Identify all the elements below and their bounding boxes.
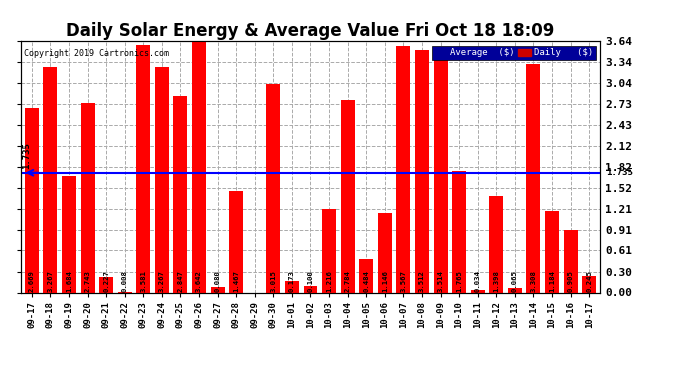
Text: 3.512: 3.512 xyxy=(419,270,425,292)
Text: 3.567: 3.567 xyxy=(400,270,406,292)
Text: 1.184: 1.184 xyxy=(549,270,555,292)
Bar xyxy=(359,259,373,292)
Bar xyxy=(25,108,39,292)
Text: 3.581: 3.581 xyxy=(140,270,146,292)
Text: 3.642: 3.642 xyxy=(196,270,202,292)
Text: 1.216: 1.216 xyxy=(326,270,332,292)
Bar xyxy=(285,280,299,292)
Text: 1.684: 1.684 xyxy=(66,270,72,292)
Bar xyxy=(229,191,243,292)
Title: Daily Solar Energy & Average Value Fri Oct 18 18:09: Daily Solar Energy & Average Value Fri O… xyxy=(66,22,555,40)
Text: 0.008: 0.008 xyxy=(121,270,128,292)
Bar xyxy=(322,209,336,292)
Text: 3.267: 3.267 xyxy=(159,270,165,292)
Text: 1.735: 1.735 xyxy=(606,168,633,177)
Bar xyxy=(582,276,596,292)
Text: 0.173: 0.173 xyxy=(289,270,295,292)
Bar xyxy=(397,46,411,292)
Text: 3.015: 3.015 xyxy=(270,270,277,292)
Bar xyxy=(341,100,355,292)
Bar xyxy=(173,96,188,292)
Bar xyxy=(471,290,484,292)
Bar xyxy=(81,103,95,292)
Text: 0.100: 0.100 xyxy=(308,270,313,292)
Text: 1.765: 1.765 xyxy=(456,270,462,292)
Text: 2.847: 2.847 xyxy=(177,270,184,292)
Text: 2.743: 2.743 xyxy=(85,270,90,292)
Text: 0.484: 0.484 xyxy=(363,270,369,292)
Text: 0.227: 0.227 xyxy=(103,270,109,292)
Text: 3.267: 3.267 xyxy=(48,270,53,292)
Bar xyxy=(304,286,317,292)
Text: 0.905: 0.905 xyxy=(568,270,573,292)
Bar xyxy=(210,287,224,292)
Text: 1.398: 1.398 xyxy=(493,270,500,292)
Bar xyxy=(545,211,559,292)
Legend: Average  ($), Daily   ($): Average ($), Daily ($) xyxy=(431,46,595,60)
Text: 2.669: 2.669 xyxy=(29,270,35,292)
Text: 1.467: 1.467 xyxy=(233,270,239,292)
Bar xyxy=(564,230,578,292)
Bar xyxy=(155,67,169,292)
Bar xyxy=(415,50,429,292)
Bar xyxy=(526,64,540,292)
Bar xyxy=(378,213,392,292)
Bar xyxy=(433,50,448,292)
Bar xyxy=(508,288,522,292)
Text: 0.245: 0.245 xyxy=(586,270,592,292)
Text: 1.735: 1.735 xyxy=(23,142,32,169)
Bar xyxy=(452,171,466,292)
Bar xyxy=(489,196,503,292)
Text: 2.784: 2.784 xyxy=(344,270,351,292)
Bar xyxy=(192,41,206,292)
Text: Copyright 2019 Cartronics.com: Copyright 2019 Cartronics.com xyxy=(23,49,168,58)
Text: 0.080: 0.080 xyxy=(215,270,221,292)
Bar xyxy=(43,67,57,292)
Text: 3.308: 3.308 xyxy=(531,270,536,292)
Bar xyxy=(99,277,113,292)
Text: 3.514: 3.514 xyxy=(437,270,444,292)
Text: 0.065: 0.065 xyxy=(512,270,518,292)
Text: 1.146: 1.146 xyxy=(382,270,388,292)
Text: 0.034: 0.034 xyxy=(475,270,481,292)
Bar xyxy=(62,176,76,292)
Bar xyxy=(266,84,280,292)
Bar xyxy=(137,45,150,292)
